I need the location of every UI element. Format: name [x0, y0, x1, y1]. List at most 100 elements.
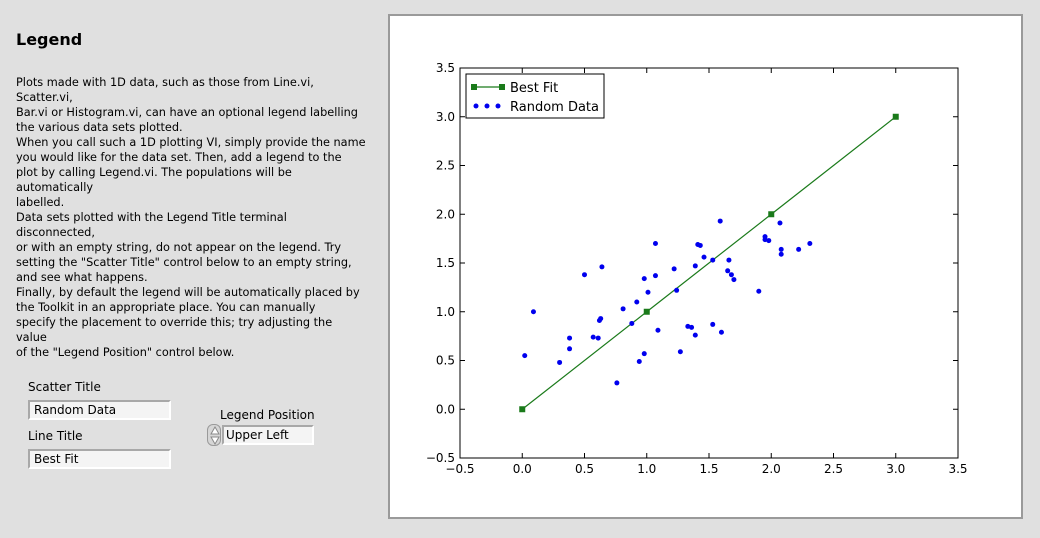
random-data-point [766, 238, 772, 244]
random-data-point [718, 329, 724, 335]
random-data-point [685, 323, 691, 329]
random-data-point [641, 276, 647, 282]
intro-line: Plots made with 1D data, such as those f… [16, 76, 314, 104]
random-data-point [620, 306, 626, 312]
y-tick-label: 0.5 [436, 354, 455, 368]
random-data-point [717, 218, 723, 224]
y-tick-label: 3.0 [436, 110, 455, 124]
title-terminal-paragraph: Data sets plotted with the Legend Title … [16, 210, 366, 285]
x-tick-label: 3.5 [948, 462, 967, 476]
legend-square-marker [471, 84, 477, 90]
random-data-point [641, 351, 647, 357]
random-data-point [582, 272, 587, 278]
random-data-point [701, 254, 707, 260]
panel-title: Legend [16, 30, 83, 49]
best-fit-marker [892, 113, 899, 120]
random-data-point [629, 320, 635, 326]
random-data-point [652, 241, 658, 246]
random-data-point [557, 359, 563, 365]
legend: Best Fit Random Data [465, 73, 605, 119]
x-tick-label: 0.5 [575, 462, 594, 476]
random-data-point [671, 266, 677, 272]
random-data-point [697, 242, 703, 248]
placement-line: of the "Legend Position" control below. [16, 346, 235, 359]
random-data-point [692, 332, 698, 338]
random-data-point [807, 241, 813, 246]
random-data-point [778, 251, 784, 257]
down-arrow-icon[interactable] [210, 436, 220, 445]
placement-paragraph: Finally, by default the legend will be a… [16, 285, 366, 360]
random-data-point [710, 257, 716, 263]
random-data-point [652, 273, 658, 279]
best-fit-marker [643, 308, 650, 315]
random-data-point [595, 335, 601, 341]
placement-line: the Toolkit in an appropriate place. You… [16, 301, 316, 314]
scatter-plot: −0.5 0.0 0.5 1.0 1.5 2.0 2.5 3.0 3.5 −0.5 0.0 0.5 1.… [426, 61, 968, 476]
intro-paragraph: Plots made with 1D data, such as those f… [16, 75, 366, 135]
random-data-point [778, 246, 784, 252]
x-tick-label: 1.5 [699, 462, 718, 476]
random-data-point [645, 289, 651, 295]
title-terminal-line: and see what happens. [16, 271, 148, 284]
best-fit-marker [519, 406, 526, 413]
usage-line: When you call such a 1D plotting VI, sim… [16, 136, 366, 149]
random-data-point [689, 324, 695, 330]
x-tick-label: −0.5 [445, 462, 474, 476]
best-fit-marker [768, 211, 775, 218]
random-data-point [634, 299, 640, 305]
x-tick-label: 1.0 [637, 462, 656, 476]
line-title-input[interactable]: Best Fit [28, 449, 171, 469]
x-tick-label: 0.0 [513, 462, 532, 476]
random-data-point [725, 268, 731, 274]
usage-line: plot by calling Legend.vi. The populatio… [16, 166, 292, 194]
legend-position-value[interactable]: Upper Left [222, 425, 314, 445]
random-data-point [590, 334, 596, 340]
random-data-point [530, 309, 536, 315]
placement-line: Finally, by default the legend will be a… [16, 286, 360, 299]
random-data-point [655, 327, 661, 333]
legend-dot-marker [495, 103, 501, 109]
random-data-point [598, 316, 604, 322]
y-tick-label: 3.5 [436, 61, 455, 75]
random-data-point [599, 264, 605, 270]
y-tick-label: 0.0 [436, 402, 455, 416]
legend-position-label: Legend Position [220, 408, 315, 422]
legend-dot-marker [484, 103, 490, 109]
increment-decrement-arrows[interactable] [207, 424, 221, 446]
scatter-title-label: Scatter Title [28, 380, 101, 394]
up-arrow-icon[interactable] [210, 426, 220, 435]
random-data-point [728, 272, 734, 278]
random-data-point [762, 237, 768, 243]
line-title-label: Line Title [28, 429, 83, 443]
random-data-point [677, 349, 683, 355]
random-data-point [674, 287, 680, 293]
legend-label-line: Best Fit [510, 81, 558, 96]
title-terminal-line: or with an empty string, do not appear o… [16, 241, 342, 254]
y-tick-label: 1.0 [436, 305, 455, 319]
random-data-point [692, 263, 698, 269]
legend-box [465, 73, 605, 119]
plot-display: −0.5 0.0 0.5 1.0 1.5 2.0 2.5 3.0 3.5 −0.5 0.0 0.5 1.… [388, 14, 1023, 519]
random-data-point [731, 277, 737, 283]
intro-line: the various data sets plotted. [16, 121, 183, 134]
random-data-point [756, 288, 762, 294]
placement-line: specify the placement to override this; … [16, 316, 333, 344]
y-tick-label: 2.0 [436, 207, 455, 221]
random-data-point [522, 353, 528, 359]
intro-line: Bar.vi or Histogram.vi, can have an opti… [16, 106, 358, 119]
random-data-point [567, 335, 573, 341]
random-data-point [726, 257, 732, 263]
title-terminal-line: setting the "Scatter Title" control belo… [16, 256, 352, 269]
usage-line: you would like for the data set. Then, a… [16, 151, 342, 164]
usage-paragraph: When you call such a 1D plotting VI, sim… [16, 135, 366, 210]
title-terminal-line: Data sets plotted with the Legend Title … [16, 211, 287, 239]
random-data-point [710, 321, 716, 327]
legend-dot-marker [473, 103, 479, 109]
x-tick-label: 2.0 [762, 462, 781, 476]
y-tick-label: 2.5 [436, 159, 455, 173]
random-data-point [567, 346, 573, 352]
x-tick-label: 2.5 [824, 462, 843, 476]
scatter-title-input[interactable]: Random Data [28, 400, 171, 420]
legend-position-ring[interactable]: Upper Left [207, 424, 314, 446]
y-tick-label: 1.5 [436, 256, 455, 270]
